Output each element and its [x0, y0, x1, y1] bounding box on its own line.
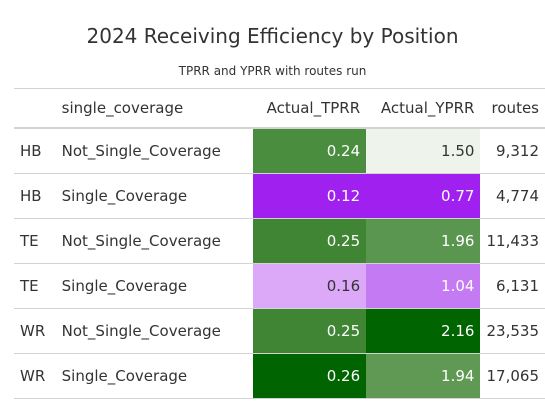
table-subtitle: TPRR and YPRR with routes run — [178, 64, 367, 78]
yprr-cell: 1.50 — [366, 128, 481, 174]
routes-cell: 11,433 — [480, 218, 545, 264]
position-cell: HB — [14, 173, 56, 219]
column-header-position — [14, 88, 56, 129]
coverage-cell: Single_Coverage — [55, 173, 253, 219]
yprr-cell: 1.04 — [366, 263, 481, 309]
column-header-actual-yprr: Actual_YPRR — [366, 88, 481, 129]
column-header-actual-tprr: Actual_TPRR — [252, 88, 367, 129]
efficiency-table: single_coverage Actual_TPRR Actual_YPRR … — [14, 88, 545, 399]
table-row: WR Not_Single_Coverage 0.25 2.16 23,535 — [14, 308, 545, 354]
column-header-routes: routes — [480, 88, 545, 129]
table-title: 2024 Receiving Efficiency by Position — [86, 24, 459, 48]
yprr-cell: 1.96 — [366, 218, 481, 264]
routes-cell: 9,312 — [480, 128, 545, 174]
table-row: HB Not_Single_Coverage 0.24 1.50 9,312 — [14, 128, 545, 174]
table-row: WR Single_Coverage 0.26 1.94 17,065 — [14, 353, 545, 399]
yprr-cell: 1.94 — [366, 353, 481, 399]
coverage-cell: Not_Single_Coverage — [55, 218, 253, 264]
routes-cell: 23,535 — [480, 308, 545, 354]
yprr-cell: 0.77 — [366, 173, 481, 219]
coverage-cell: Single_Coverage — [55, 263, 253, 309]
position-cell: WR — [14, 353, 56, 399]
table-row: TE Single_Coverage 0.16 1.04 6,131 — [14, 263, 545, 309]
position-cell: WR — [14, 308, 56, 354]
table-row: TE Not_Single_Coverage 0.25 1.96 11,433 — [14, 218, 545, 264]
tprr-cell: 0.25 — [252, 308, 367, 354]
tprr-cell: 0.26 — [252, 353, 367, 399]
column-header-single-coverage: single_coverage — [55, 88, 253, 129]
routes-cell: 4,774 — [480, 173, 545, 219]
tprr-cell: 0.25 — [252, 218, 367, 264]
header-row: single_coverage Actual_TPRR Actual_YPRR … — [14, 88, 545, 129]
yprr-cell: 2.16 — [366, 308, 481, 354]
coverage-cell: Not_Single_Coverage — [55, 128, 253, 174]
tprr-cell: 0.12 — [252, 173, 367, 219]
tprr-cell: 0.16 — [252, 263, 367, 309]
coverage-cell: Not_Single_Coverage — [55, 308, 253, 354]
position-cell: TE — [14, 218, 56, 264]
routes-cell: 6,131 — [480, 263, 545, 309]
position-cell: TE — [14, 263, 56, 309]
position-cell: HB — [14, 128, 56, 174]
routes-cell: 17,065 — [480, 353, 545, 399]
table-row: HB Single_Coverage 0.12 0.77 4,774 — [14, 173, 545, 219]
coverage-cell: Single_Coverage — [55, 353, 253, 399]
tprr-cell: 0.24 — [252, 128, 367, 174]
